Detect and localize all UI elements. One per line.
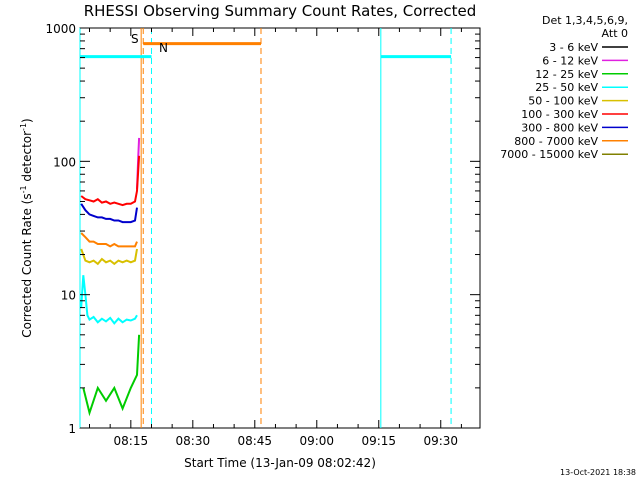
legend-label: 25 - 50 keV [535,81,598,94]
x-tick-label: 08:15 [114,434,149,448]
legend-label: 800 - 7000 keV [514,135,598,148]
x-tick-label: 09:30 [423,434,458,448]
annotation-s: S [131,32,139,46]
series-line [80,248,138,266]
y-tick-label: 1000 [45,22,76,36]
timestamp: 13-Oct-2021 18:38 [560,468,636,477]
y-axis-label: Corrected Count Rate (s-1 detector-1) [19,118,34,337]
series-line [80,275,138,325]
x-tick-label: 08:30 [176,434,211,448]
chart-title: RHESSI Observing Summary Count Rates, Co… [84,2,477,20]
legend-label: 7000 - 15000 keV [500,148,598,161]
x-axis-label: Start Time (13-Jan-09 08:02:42) [184,456,376,470]
series-line [80,232,138,248]
legend-label: 6 - 12 keV [542,54,598,67]
legend-header-line-2: Att 0 [602,27,628,40]
y-tick-label: 1 [68,422,76,436]
y-tick-label: 100 [53,155,76,169]
x-tick-label: 09:15 [361,434,396,448]
count-rate-series [80,137,141,417]
x-tick-label: 08:45 [237,434,272,448]
series-line [80,203,138,224]
series-line [80,155,141,207]
legend-label: 3 - 6 keV [549,41,598,54]
legend-label: 300 - 800 keV [521,121,598,134]
annotation-n: N [159,41,168,55]
legend-label: 12 - 25 keV [535,68,598,81]
x-tick-label: 09:00 [299,434,334,448]
legend-label: 50 - 100 keV [528,95,598,108]
status-flags [79,28,452,428]
y-axis-ticks: 1 10 100 1000 [45,22,480,436]
y-tick-label: 10 [61,289,76,303]
legend-label: 100 - 300 keV [521,108,598,121]
x-axis-ticks: 08:15 08:30 08:45 09:00 09:15 09:30 [89,28,462,448]
series-line [82,334,141,417]
legend-header-line-1: Det 1,3,4,5,6,9, [542,14,628,27]
